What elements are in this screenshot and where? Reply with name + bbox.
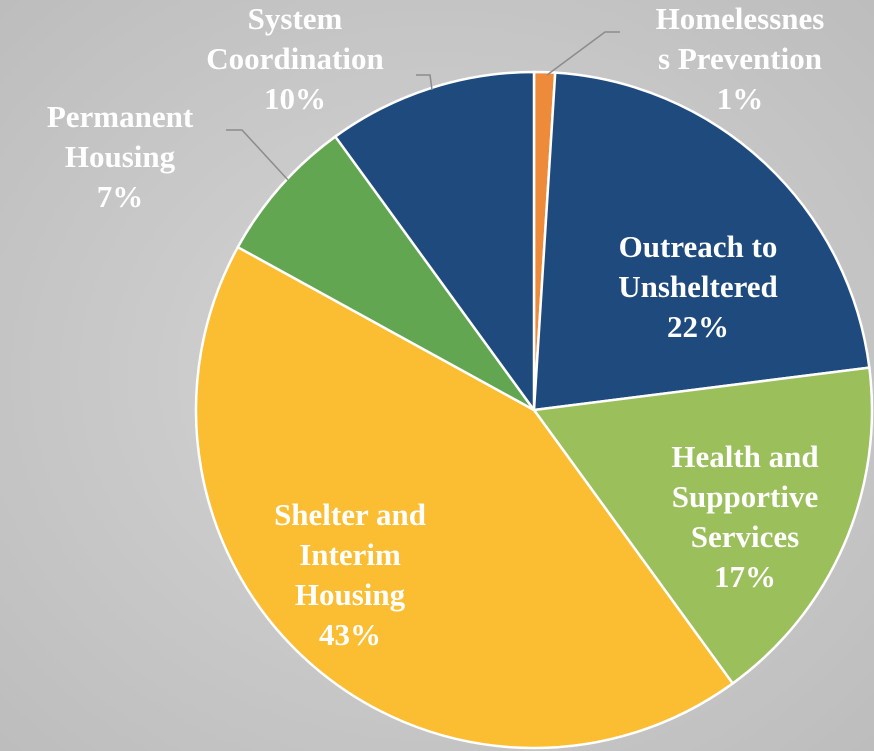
label-line: Supportive	[672, 479, 818, 514]
value-label: 7%	[97, 179, 144, 214]
pie	[194, 70, 874, 750]
label-line: s Prevention	[658, 41, 822, 76]
leader-line	[226, 129, 289, 181]
value-label: 43%	[319, 617, 381, 652]
label-line: Services	[691, 519, 799, 554]
slice-label: Shelter and Interim Housing 43%	[274, 497, 426, 652]
label-line: Interim	[299, 537, 401, 572]
slice-label: System Coordination 10%	[206, 1, 383, 116]
label-line: System	[248, 1, 343, 36]
label-line: Health and	[671, 439, 818, 474]
leader-line	[416, 74, 433, 91]
label-line: Permanent	[47, 99, 194, 134]
slice	[236, 134, 536, 412]
slice-label: Outreach to Unsheltered 22%	[618, 229, 778, 344]
category-label: Homelessnes s Prevention	[656, 1, 825, 76]
label-line: Coordination	[206, 41, 383, 76]
leader-line	[546, 31, 620, 76]
category-label: Outreach to Unsheltered	[618, 229, 778, 304]
category-label: System Coordination	[206, 1, 383, 76]
leader-lines	[226, 31, 620, 181]
slice	[333, 70, 536, 414]
slice	[532, 71, 871, 412]
category-label: Permanent Housing	[47, 99, 194, 174]
category-label: Shelter and Interim Housing	[274, 497, 426, 612]
label-line: Housing	[295, 577, 406, 612]
label-line: Housing	[65, 139, 176, 174]
label-line: Outreach to	[619, 229, 778, 264]
value-label: 17%	[714, 559, 776, 594]
slice	[531, 366, 874, 686]
category-label: Health and Supportive Services	[671, 439, 818, 554]
labels: Homelessnes s Prevention 1% Outreach to Unsh…	[47, 1, 825, 652]
label-line: Homelessnes	[656, 1, 825, 36]
slice-label: Permanent Housing 7%	[47, 99, 194, 214]
slice-label: Homelessnes s Prevention 1%	[656, 1, 825, 116]
slice-label: Health and Supportive Services 17%	[671, 439, 818, 594]
value-label: 22%	[667, 309, 729, 344]
slice	[194, 245, 735, 750]
value-label: 10%	[264, 81, 326, 116]
value-label: 1%	[717, 81, 764, 116]
label-line: Shelter and	[274, 497, 426, 532]
label-line: Unsheltered	[618, 269, 778, 304]
